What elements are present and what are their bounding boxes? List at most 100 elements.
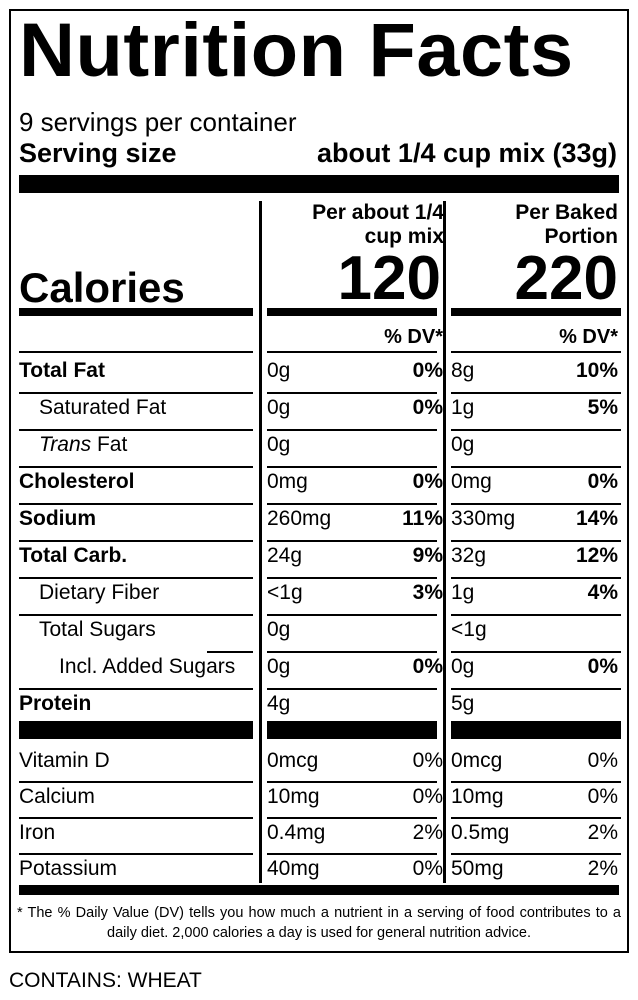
- dv-mix: 0%: [413, 359, 443, 383]
- dv-baked: 2%: [588, 857, 618, 881]
- protein-bar-baked: [451, 721, 621, 739]
- row-divider-mix: [267, 392, 437, 394]
- allergen-statement: CONTAINS: WHEAT: [9, 969, 202, 993]
- serving-size-value: about 1/4 cup mix (33g): [317, 138, 617, 169]
- row-divider-baked: [451, 503, 621, 505]
- dv-baked: 0%: [588, 470, 618, 494]
- thick-divider-bottom: [19, 885, 619, 895]
- row-divider-label: [19, 466, 253, 468]
- nutrient-label: Potassium: [19, 857, 117, 881]
- amount-mix: 0mcg: [267, 749, 318, 773]
- dv-mix: 9%: [413, 544, 443, 568]
- amount-mix: 0g: [267, 433, 290, 457]
- row-divider-label: [19, 540, 253, 542]
- dv-mix: 3%: [413, 581, 443, 605]
- row-divider-label: [19, 614, 253, 616]
- dv-baked: 0%: [588, 785, 618, 809]
- row-divider-label: [19, 351, 253, 353]
- calories-bar-mix: [267, 308, 437, 316]
- footnote: * The % Daily Value (DV) tells you how m…: [17, 903, 621, 943]
- row-divider-mix: [267, 614, 437, 616]
- nutrient-label: Total Sugars: [39, 618, 156, 642]
- amount-baked: 0g: [451, 655, 474, 679]
- row-divider-mix: [267, 817, 437, 819]
- column-header-baked-line1: Per Baked: [515, 201, 618, 225]
- protein-bar-label: [19, 721, 253, 739]
- row-divider-baked: [451, 429, 621, 431]
- row-divider-mix: [267, 577, 437, 579]
- amount-baked: 0mg: [451, 470, 492, 494]
- row-divider-label: [19, 577, 253, 579]
- amount-baked: 1g: [451, 396, 474, 420]
- row-divider-baked: [451, 688, 621, 690]
- amount-baked: 8g: [451, 359, 474, 383]
- row-divider-mix: [267, 781, 437, 783]
- row-divider-mix: [267, 651, 437, 653]
- row-divider-baked: [451, 577, 621, 579]
- amount-mix: 40mg: [267, 857, 320, 881]
- amount-baked: 0.5mg: [451, 821, 509, 845]
- amount-baked: <1g: [451, 618, 487, 642]
- row-divider-baked: [451, 853, 621, 855]
- dv-header-mix: % DV*: [384, 326, 443, 349]
- row-divider-baked: [451, 781, 621, 783]
- nutrient-label: Total Carb.: [19, 544, 127, 568]
- amount-mix: 260mg: [267, 507, 331, 531]
- nutrient-label: Sodium: [19, 507, 96, 531]
- amount-mix: 0mg: [267, 470, 308, 494]
- dv-mix: 11%: [402, 507, 443, 531]
- column-divider-1: [259, 201, 262, 883]
- row-divider-mix: [267, 503, 437, 505]
- amount-baked: 0g: [451, 433, 474, 457]
- dv-baked: 5%: [588, 396, 618, 420]
- row-divider-mix: [267, 688, 437, 690]
- column-divider-2: [443, 201, 446, 883]
- row-divider-baked: [451, 651, 621, 653]
- amount-baked: 10mg: [451, 785, 504, 809]
- row-divider-mix: [267, 466, 437, 468]
- serving-size-label: Serving size: [19, 138, 177, 169]
- row-divider-mix: [267, 853, 437, 855]
- row-divider-label: [19, 392, 253, 394]
- column-header-baked: Per Baked Portion: [515, 201, 618, 249]
- amount-mix: 0g: [267, 618, 290, 642]
- nutrient-label: Incl. Added Sugars: [59, 655, 235, 679]
- amount-mix: <1g: [267, 581, 303, 605]
- dv-baked: 0%: [588, 655, 618, 679]
- nutrient-label: Dietary Fiber: [39, 581, 159, 605]
- amount-mix: 24g: [267, 544, 302, 568]
- calories-mix-value: 120: [338, 243, 441, 314]
- calories-baked-value: 220: [515, 243, 618, 314]
- column-header-mix-line1: Per about 1/4: [312, 201, 444, 225]
- amount-baked: 1g: [451, 581, 474, 605]
- row-divider-baked: [451, 817, 621, 819]
- amount-mix: 10mg: [267, 785, 320, 809]
- dv-mix: 0%: [413, 396, 443, 420]
- nutrition-facts-panel: Nutrition Facts 9 servings per container…: [9, 9, 629, 953]
- dv-baked: 4%: [588, 581, 618, 605]
- calories-label: Calories: [19, 264, 185, 312]
- nutrient-label: Saturated Fat: [39, 396, 166, 420]
- row-divider-label: [19, 853, 253, 855]
- row-divider-mix: [267, 351, 437, 353]
- row-divider-mix: [267, 540, 437, 542]
- row-divider-baked: [451, 540, 621, 542]
- nutrient-label-trans-fat: Trans Fat: [39, 433, 127, 457]
- dv-mix: 0%: [413, 470, 443, 494]
- dv-header-baked: % DV*: [559, 326, 618, 349]
- protein-bar-mix: [267, 721, 437, 739]
- amount-baked: 5g: [451, 692, 474, 716]
- row-divider-label: [19, 429, 253, 431]
- amount-mix: 0g: [267, 396, 290, 420]
- calories-bar-baked: [451, 308, 621, 316]
- row-divider-baked: [451, 351, 621, 353]
- dv-baked: 14%: [576, 507, 618, 531]
- dv-baked: 12%: [576, 544, 618, 568]
- nutrient-label: Calcium: [19, 785, 95, 809]
- dv-mix: 0%: [413, 655, 443, 679]
- row-divider-mix: [267, 429, 437, 431]
- row-divider-label: [19, 503, 253, 505]
- nutrient-label: Vitamin D: [19, 749, 110, 773]
- amount-mix: 4g: [267, 692, 290, 716]
- amount-baked: 0mcg: [451, 749, 502, 773]
